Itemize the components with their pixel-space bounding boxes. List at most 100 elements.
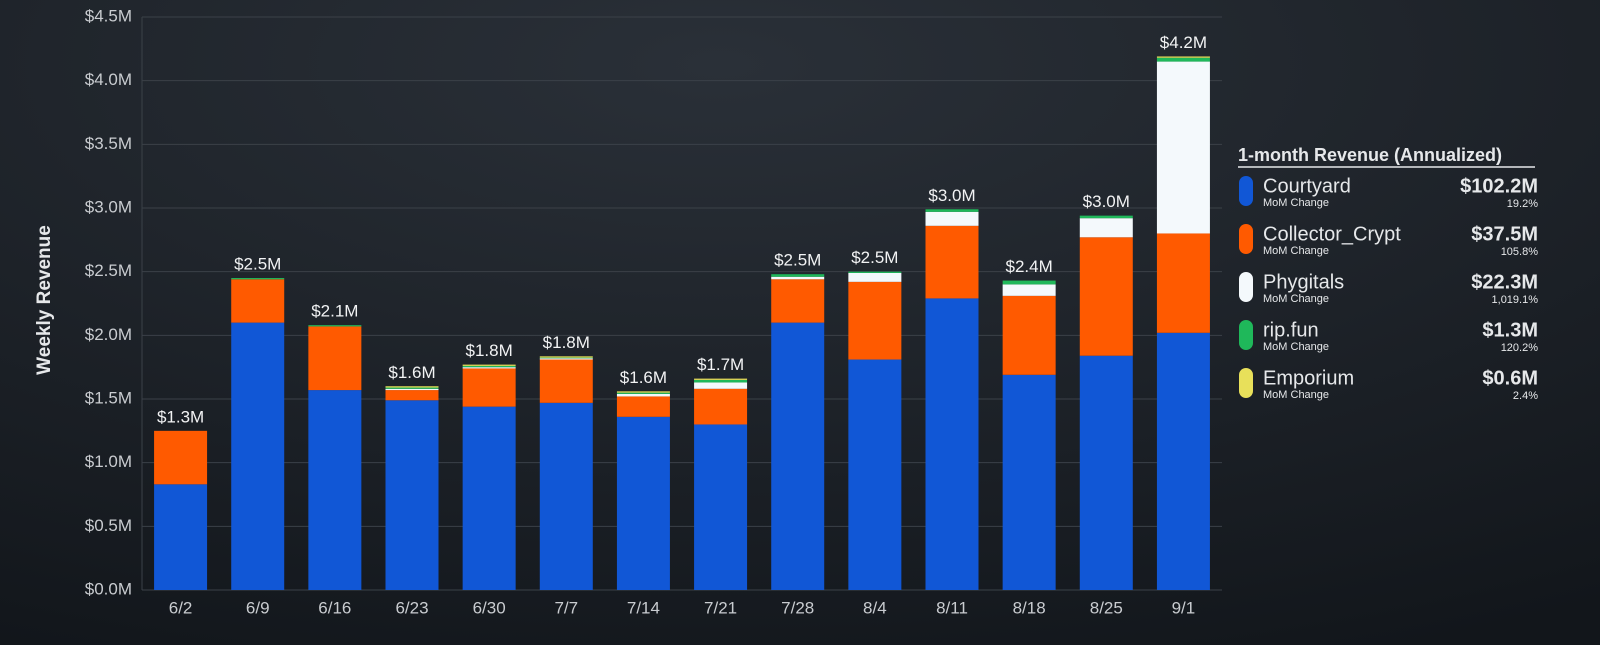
y-tick-label: $1.5M	[85, 388, 132, 407]
bar-segment	[848, 272, 902, 282]
x-tick-label: 8/18	[1013, 598, 1046, 617]
bar-segment	[385, 390, 439, 401]
bar-segment	[1002, 280, 1056, 285]
x-tick-label: 7/14	[627, 598, 660, 617]
total-label: $2.5M	[774, 251, 821, 270]
bar-segment	[771, 322, 825, 590]
legend-mom-change: 105.8%	[1501, 246, 1539, 258]
total-label: $1.7M	[697, 355, 744, 374]
y-tick-label: $2.5M	[85, 261, 132, 280]
bar-segment	[154, 430, 208, 485]
total-label: $4.2M	[1160, 33, 1207, 52]
bar-segment	[771, 279, 825, 323]
bar-segment	[154, 484, 208, 590]
legend-mom-label: MoM Change	[1263, 293, 1329, 305]
legend-mom-change: 1,019.1%	[1492, 294, 1539, 306]
total-label: $1.8M	[543, 333, 590, 352]
legend-mom-change: 19.2%	[1507, 198, 1538, 210]
bar-segment	[616, 416, 670, 590]
bar-segment	[1156, 233, 1210, 333]
bar-segment	[694, 378, 748, 380]
bar-segment	[539, 356, 593, 358]
total-label: $1.6M	[620, 368, 667, 387]
total-label: $2.5M	[851, 248, 898, 267]
legend-title: 1-month Revenue (Annualized)	[1238, 145, 1502, 165]
legend-mom-label: MoM Change	[1263, 245, 1329, 257]
y-tick-label: $3.0M	[85, 197, 132, 216]
bar-segment	[694, 382, 748, 389]
legend-swatch	[1239, 272, 1253, 302]
bar-segment	[385, 386, 439, 388]
legend-swatch	[1239, 224, 1253, 254]
bar-segment	[385, 387, 439, 389]
bar-segment	[616, 396, 670, 417]
legend-value: $22.3M	[1471, 271, 1538, 293]
x-tick-label: 9/1	[1172, 598, 1196, 617]
bar-segment	[1156, 56, 1210, 58]
legend-mom-change: 120.2%	[1501, 342, 1539, 354]
bar-segment	[694, 388, 748, 425]
bar-segment	[694, 379, 748, 383]
legend-mom-label: MoM Change	[1263, 197, 1329, 209]
legend-value: $1.3M	[1482, 319, 1538, 341]
bar-segment	[1079, 215, 1133, 219]
bar-segment	[385, 388, 439, 391]
legend-mom-label: MoM Change	[1263, 341, 1329, 353]
x-tick-label: 7/7	[554, 598, 578, 617]
total-label: $2.5M	[234, 255, 281, 274]
bar-segment	[848, 271, 902, 273]
bar-segment	[1079, 355, 1133, 590]
bar-segment	[925, 211, 979, 226]
bar-segment	[462, 365, 516, 368]
bar-segment	[539, 359, 593, 403]
bar-segment	[308, 326, 362, 391]
bar-segment	[925, 298, 979, 590]
bar-segment	[616, 392, 670, 394]
total-label: $1.6M	[388, 363, 435, 382]
bar-segment	[848, 359, 902, 590]
bar-segment	[616, 391, 670, 393]
legend-swatch	[1239, 176, 1253, 206]
bar-segment	[1002, 374, 1056, 590]
total-label: $2.1M	[311, 302, 358, 321]
x-tick-label: 6/9	[246, 598, 270, 617]
bar-segment	[1156, 332, 1210, 590]
y-tick-label: $3.5M	[85, 134, 132, 153]
bar-segment	[1002, 284, 1056, 296]
x-tick-label: 6/16	[318, 598, 351, 617]
legend-name: Emporium	[1263, 367, 1354, 389]
legend-swatch	[1239, 320, 1253, 350]
bar-segment	[462, 368, 516, 407]
bar-segment	[771, 276, 825, 280]
bar-segment	[231, 278, 285, 280]
legend-mom-label: MoM Change	[1263, 389, 1329, 401]
bar-segment	[616, 393, 670, 397]
legend-name: Courtyard	[1263, 175, 1351, 197]
bar-segment	[231, 279, 285, 323]
legend-value: $37.5M	[1471, 223, 1538, 245]
bar-segment	[1156, 61, 1210, 234]
total-label: $1.8M	[466, 341, 513, 360]
bar-segment	[539, 402, 593, 590]
bar-segment	[308, 390, 362, 590]
legend-name: Collector_Crypt	[1263, 223, 1401, 245]
y-tick-label: $0.0M	[85, 579, 132, 598]
y-tick-label: $1.0M	[85, 452, 132, 471]
x-tick-label: 8/11	[936, 598, 968, 617]
legend-mom-change: 2.4%	[1513, 390, 1538, 402]
bar-segment	[848, 281, 902, 360]
total-label: $3.0M	[1083, 192, 1130, 211]
x-tick-label: 7/28	[781, 598, 814, 617]
x-tick-label: 6/30	[473, 598, 506, 617]
x-tick-label: 8/25	[1090, 598, 1123, 617]
bar-segment	[539, 357, 593, 359]
bar-segment	[1079, 218, 1133, 238]
total-label: $3.0M	[928, 186, 975, 205]
legend-value: $102.2M	[1460, 175, 1538, 197]
bar-segment	[385, 400, 439, 590]
legend-name: Phygitals	[1263, 271, 1344, 293]
bar-segment	[1156, 57, 1210, 62]
bar-segment	[1079, 237, 1133, 356]
total-label: $2.4M	[1006, 257, 1053, 276]
